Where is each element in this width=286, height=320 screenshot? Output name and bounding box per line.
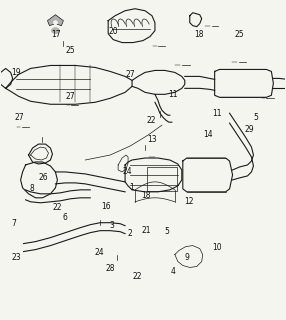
Text: 25: 25	[65, 46, 75, 55]
Text: 8: 8	[30, 184, 34, 193]
Text: 22: 22	[147, 116, 156, 125]
Text: 16: 16	[101, 202, 111, 211]
Text: 22: 22	[53, 203, 62, 212]
Ellipse shape	[53, 21, 57, 25]
Text: 2: 2	[128, 229, 133, 238]
Text: 9: 9	[185, 252, 190, 262]
Text: 13: 13	[147, 135, 156, 144]
Text: 23: 23	[11, 252, 21, 262]
Text: 24: 24	[122, 167, 132, 176]
Text: 11: 11	[212, 109, 222, 118]
Text: 7: 7	[11, 219, 16, 228]
Text: 24: 24	[94, 248, 104, 257]
Ellipse shape	[51, 28, 59, 34]
Text: 3: 3	[109, 221, 114, 230]
Text: 17: 17	[51, 30, 61, 39]
Text: 5: 5	[165, 227, 170, 236]
Text: 1: 1	[129, 183, 134, 192]
Text: 21: 21	[141, 226, 151, 235]
Polygon shape	[47, 15, 63, 26]
Text: 12: 12	[184, 197, 193, 206]
Text: 14: 14	[204, 130, 213, 139]
Text: 18: 18	[194, 30, 203, 39]
Text: 28: 28	[106, 264, 115, 273]
Text: 26: 26	[39, 173, 48, 182]
Text: 29: 29	[245, 125, 255, 134]
Text: 25: 25	[235, 30, 245, 39]
Text: 27: 27	[65, 92, 75, 101]
Text: 4: 4	[170, 267, 175, 276]
Text: 6: 6	[62, 213, 67, 222]
Text: 22: 22	[132, 272, 142, 281]
Text: 19: 19	[11, 68, 21, 77]
Text: 10: 10	[212, 243, 222, 252]
Text: 27: 27	[14, 113, 24, 122]
Text: 5: 5	[253, 113, 258, 122]
Text: 18: 18	[141, 190, 151, 200]
Text: 11: 11	[168, 90, 178, 99]
Text: 27: 27	[125, 69, 135, 78]
Text: 20: 20	[108, 27, 118, 36]
